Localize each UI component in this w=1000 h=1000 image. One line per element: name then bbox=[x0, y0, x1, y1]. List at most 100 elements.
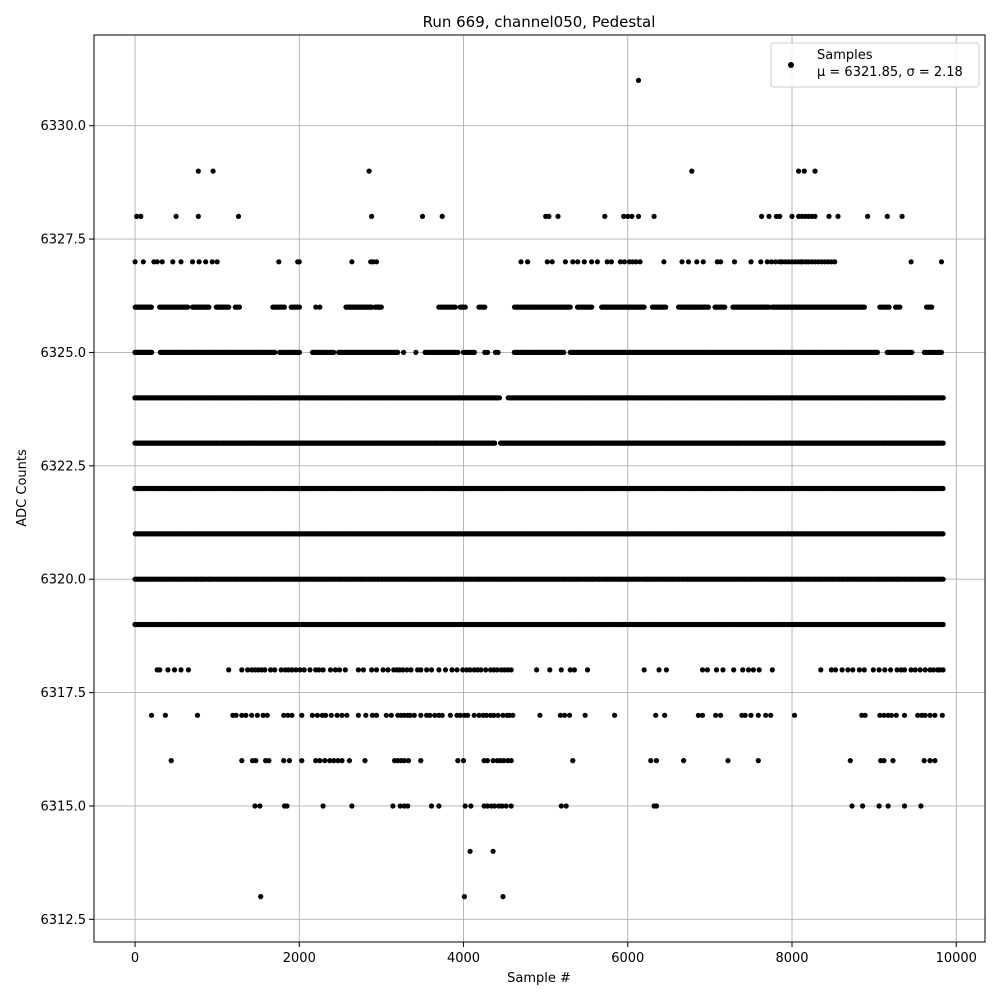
sample-point bbox=[777, 213, 783, 219]
sample-point bbox=[635, 213, 642, 219]
sample-point bbox=[695, 712, 702, 718]
sample-point bbox=[492, 440, 498, 446]
sample-point bbox=[245, 667, 251, 673]
sample-point bbox=[400, 667, 406, 673]
sample-point bbox=[320, 803, 326, 809]
sample-point bbox=[471, 712, 477, 718]
sample-point bbox=[561, 349, 567, 355]
sample-point bbox=[289, 712, 295, 718]
sample-point bbox=[460, 667, 466, 673]
sample-point bbox=[909, 349, 915, 355]
sample-point bbox=[499, 803, 505, 809]
sample-point bbox=[897, 304, 903, 310]
sample-point bbox=[720, 667, 726, 673]
sample-point bbox=[860, 803, 866, 809]
sample-point bbox=[185, 304, 191, 310]
sample-point bbox=[260, 712, 266, 718]
sample-point bbox=[478, 667, 484, 673]
sample-point bbox=[254, 712, 260, 718]
sample-point bbox=[366, 168, 372, 174]
sample-point bbox=[369, 667, 375, 673]
sample-point bbox=[281, 304, 287, 310]
sample-point bbox=[320, 667, 326, 673]
sample-point bbox=[408, 667, 414, 673]
sample-point bbox=[625, 213, 631, 219]
sample-point bbox=[602, 213, 608, 219]
sample-point bbox=[362, 758, 368, 764]
sample-point bbox=[865, 213, 871, 219]
sample-point bbox=[582, 712, 588, 718]
sample-point bbox=[884, 213, 890, 219]
sample-point bbox=[317, 758, 323, 764]
sample-point bbox=[195, 213, 201, 219]
sample-point bbox=[432, 712, 438, 718]
sample-point bbox=[210, 168, 216, 174]
sample-point bbox=[419, 213, 426, 219]
sample-point bbox=[912, 667, 918, 673]
sample-point bbox=[284, 803, 290, 809]
sample-point bbox=[508, 758, 514, 764]
sample-point bbox=[801, 168, 807, 174]
sample-point bbox=[575, 259, 581, 265]
sample-point bbox=[651, 213, 657, 219]
sample-point bbox=[296, 349, 302, 355]
sample-point bbox=[766, 213, 772, 219]
sample-point bbox=[839, 667, 845, 673]
sample-point bbox=[930, 667, 936, 673]
sample-point bbox=[689, 168, 695, 174]
sample-point bbox=[894, 667, 900, 673]
sample-point bbox=[236, 304, 242, 310]
sample-point bbox=[495, 712, 501, 718]
sample-point bbox=[791, 712, 798, 718]
sample-point bbox=[922, 667, 928, 673]
sample-point bbox=[436, 667, 442, 673]
sample-point bbox=[334, 712, 340, 718]
sample-point bbox=[877, 712, 883, 718]
sample-point bbox=[276, 259, 282, 265]
sample-point bbox=[496, 395, 503, 401]
sample-point bbox=[663, 304, 669, 310]
sample-point bbox=[653, 712, 659, 718]
sample-point bbox=[938, 259, 945, 265]
sample-point bbox=[818, 667, 824, 673]
sample-point bbox=[467, 667, 473, 673]
sample-point bbox=[293, 667, 299, 673]
sample-point bbox=[718, 712, 724, 718]
sample-point bbox=[758, 259, 764, 265]
sample-point bbox=[656, 667, 662, 673]
sample-point bbox=[570, 758, 576, 764]
sample-point bbox=[635, 77, 642, 83]
sample-point bbox=[503, 803, 509, 809]
sample-point bbox=[704, 667, 711, 673]
sample-point bbox=[544, 259, 550, 265]
sample-point bbox=[401, 758, 407, 764]
sample-point bbox=[467, 848, 473, 854]
sample-point bbox=[768, 712, 774, 718]
sample-point bbox=[413, 349, 419, 355]
sample-point bbox=[856, 667, 863, 673]
sample-point bbox=[870, 667, 876, 673]
sample-point bbox=[617, 259, 624, 265]
sample-point bbox=[194, 712, 201, 718]
sample-point bbox=[148, 304, 154, 310]
sample-point bbox=[332, 667, 338, 673]
sample-point bbox=[328, 712, 334, 718]
sample-point bbox=[185, 667, 191, 673]
sample-point bbox=[476, 712, 482, 718]
sample-point bbox=[939, 712, 945, 718]
sample-point bbox=[195, 168, 201, 174]
sample-point bbox=[888, 667, 894, 673]
sample-point bbox=[249, 712, 255, 718]
sample-point bbox=[494, 667, 500, 673]
sample-point bbox=[484, 349, 491, 355]
sample-point bbox=[339, 758, 345, 764]
sample-point bbox=[264, 712, 270, 718]
sample-point bbox=[722, 304, 728, 310]
sample-point bbox=[239, 758, 245, 764]
sample-point bbox=[940, 667, 946, 673]
sample-point bbox=[157, 667, 163, 673]
sample-point bbox=[196, 259, 202, 265]
sample-point bbox=[189, 259, 196, 265]
sample-point bbox=[567, 304, 573, 310]
sample-point bbox=[549, 259, 555, 265]
